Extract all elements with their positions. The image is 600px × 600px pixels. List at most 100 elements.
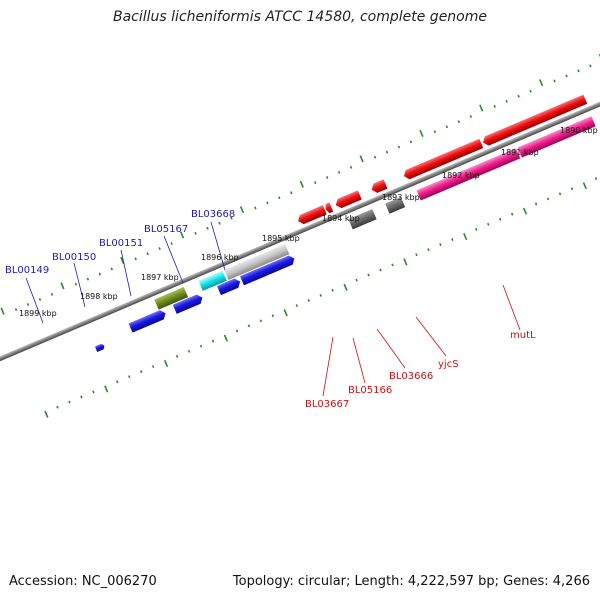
minor-tick xyxy=(307,299,310,302)
minor-tick xyxy=(26,303,30,306)
gene-arrow xyxy=(128,310,166,333)
gene-label: BL05166 xyxy=(348,385,392,396)
minor-tick xyxy=(589,64,592,68)
major-tick xyxy=(223,334,228,342)
scale-label: 1891 kbp xyxy=(501,148,539,157)
gene-block-pink xyxy=(416,148,521,201)
genome-backbone xyxy=(0,0,600,424)
minor-tick xyxy=(80,395,83,399)
minor-tick xyxy=(271,314,275,318)
minor-tick xyxy=(50,292,54,296)
major-tick xyxy=(104,385,109,393)
minor-tick xyxy=(433,130,437,134)
minor-tick xyxy=(337,170,341,174)
gene-arrow xyxy=(216,278,241,296)
minor-tick xyxy=(409,140,413,144)
major-tick xyxy=(539,79,544,87)
minor-tick xyxy=(570,187,574,191)
minor-tick xyxy=(151,365,155,368)
major-tick xyxy=(239,206,245,214)
minor-tick xyxy=(379,268,382,272)
reverse-gene-labels: BL03667 BL05166 BL03666 yjcS mutL xyxy=(305,330,536,410)
minor-tick xyxy=(254,206,257,210)
minor-tick xyxy=(427,248,430,252)
minor-tick xyxy=(235,329,239,333)
major-tick xyxy=(463,232,468,241)
scale-label: 1896 kbp xyxy=(201,253,239,262)
minor-tick xyxy=(86,277,90,281)
gene-label-leaders xyxy=(25,221,521,397)
minor-tick xyxy=(68,400,71,404)
minor-tick xyxy=(577,69,580,73)
minor-tick xyxy=(14,308,18,312)
scale-label: 1893 kbp xyxy=(382,193,420,202)
minor-tick xyxy=(487,222,490,226)
scale-label: 1892 kbp xyxy=(442,171,480,180)
gene-arrow xyxy=(371,179,388,193)
reverse-strand-genes xyxy=(298,94,596,230)
gene-label: BL00150 xyxy=(52,252,96,263)
major-tick xyxy=(522,207,528,215)
minor-tick xyxy=(56,405,59,409)
minor-tick xyxy=(266,201,269,205)
minor-tick xyxy=(128,375,131,379)
minor-tick xyxy=(475,227,478,231)
forward-gene-labels: BL00149 BL00150 BL00151 BL05167 BL03668 xyxy=(5,209,235,276)
major-tick xyxy=(582,182,587,190)
minor-tick xyxy=(498,217,502,221)
inner-scale-ruler xyxy=(44,177,598,418)
scale-label: 1897 kbp xyxy=(141,273,179,282)
minor-tick xyxy=(445,125,449,129)
gene-block-olive xyxy=(154,287,189,310)
major-tick xyxy=(299,180,304,188)
gene-label: BL03667 xyxy=(305,399,349,410)
minor-tick xyxy=(158,247,161,251)
minor-tick xyxy=(546,197,550,201)
gene-label: BL00149 xyxy=(5,265,49,276)
minor-tick xyxy=(565,74,568,78)
major-tick xyxy=(403,258,408,266)
major-tick xyxy=(343,283,348,291)
minor-tick xyxy=(319,293,322,297)
minor-tick xyxy=(116,380,119,384)
major-tick xyxy=(479,104,484,112)
gene-block-darkgray xyxy=(348,209,377,230)
minor-tick xyxy=(170,242,173,246)
minor-tick xyxy=(140,370,143,374)
scale-label: 1898 kbp xyxy=(80,292,118,301)
major-tick xyxy=(419,129,424,137)
scale-label: 1899 kbp xyxy=(19,309,57,318)
major-tick xyxy=(60,282,65,290)
minor-tick xyxy=(295,304,299,308)
minor-tick xyxy=(134,257,137,261)
map-title: Bacillus licheniformis ATCC 14580, compl… xyxy=(113,9,487,25)
minor-tick xyxy=(553,79,556,83)
gene-block-cyan xyxy=(198,270,227,291)
scale-label: 1890 kbp xyxy=(560,126,598,135)
gene-arrow xyxy=(325,202,334,214)
minor-tick xyxy=(259,319,263,323)
minor-tick xyxy=(199,344,203,348)
minor-tick xyxy=(331,288,334,292)
minor-tick xyxy=(558,192,562,196)
gene-arrow xyxy=(94,343,105,352)
minor-tick xyxy=(211,339,215,343)
gene-arrow xyxy=(172,294,203,314)
scale-labels: 1890 kbp 1891 kbp 1892 kbp 1893 kbp 1894… xyxy=(19,126,598,318)
gene-arrow xyxy=(335,190,362,209)
major-tick xyxy=(163,359,169,368)
scale-label: 1895 kbp xyxy=(262,234,300,243)
minor-tick xyxy=(206,226,209,230)
accession-label: Accession: NC_006270 xyxy=(9,574,157,589)
gene-label: BL03668 xyxy=(191,209,235,220)
gene-label: BL05167 xyxy=(144,224,188,235)
minor-tick xyxy=(451,238,454,242)
minor-tick xyxy=(439,243,442,247)
minor-tick xyxy=(505,99,508,103)
minor-tick xyxy=(74,282,78,286)
minor-tick xyxy=(594,177,598,181)
minor-tick xyxy=(529,89,532,93)
minor-tick xyxy=(194,231,197,235)
forward-strand-genes xyxy=(94,244,295,352)
